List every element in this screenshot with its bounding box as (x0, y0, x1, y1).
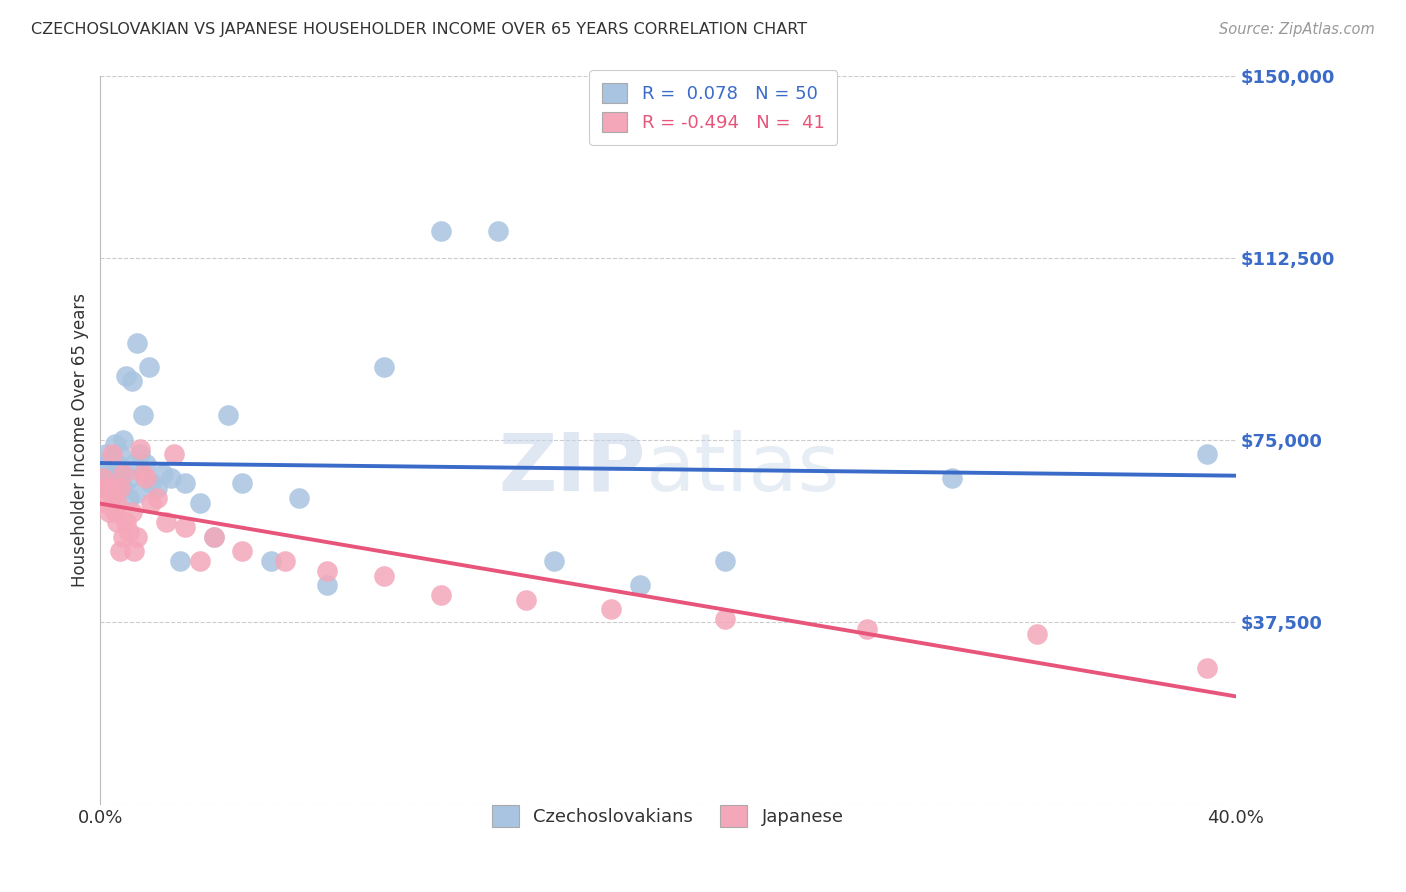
Point (231, 544, 253, 558)
Point (713, 612, 735, 626)
Point (105, 481, 128, 495)
Point (231, 476, 253, 491)
Point (103, 467, 125, 481)
Point (105, 496, 128, 510)
Point (941, 471, 963, 485)
Point (163, 447, 186, 461)
Point (188, 554, 211, 568)
Point (146, 481, 169, 495)
Point (1197, 447, 1219, 461)
Point (94, 481, 117, 495)
Point (100, 447, 122, 461)
Point (110, 481, 132, 495)
Point (91, 471, 114, 485)
Point (100, 476, 122, 491)
Point (288, 491, 311, 505)
Point (373, 359, 395, 374)
Point (100, 491, 122, 505)
Point (430, 224, 453, 238)
Point (112, 433, 135, 447)
Point (124, 457, 146, 471)
Y-axis label: Householder Income Over 65 years: Householder Income Over 65 years (72, 293, 89, 587)
Point (94, 467, 117, 481)
Text: CZECHOSLOVAKIAN VS JAPANESE HOUSEHOLDER INCOME OVER 65 YEARS CORRELATION CHART: CZECHOSLOVAKIAN VS JAPANESE HOUSEHOLDER … (31, 22, 807, 37)
Point (169, 554, 191, 568)
Point (115, 369, 138, 384)
Point (127, 530, 149, 544)
Point (628, 578, 651, 592)
Point (94, 447, 117, 461)
Point (97, 505, 120, 519)
Point (103, 486, 125, 500)
Point (112, 530, 135, 544)
Point (713, 554, 735, 568)
Point (259, 554, 281, 568)
Point (146, 491, 169, 505)
Point (132, 467, 155, 481)
Point (94, 496, 117, 510)
Point (316, 564, 339, 578)
Point (316, 578, 339, 592)
Point (132, 409, 155, 423)
Point (103, 481, 125, 495)
Point (160, 471, 183, 485)
Point (141, 496, 163, 510)
Point (188, 496, 211, 510)
Legend: Czechoslovakians, Japanese: Czechoslovakians, Japanese (485, 798, 851, 835)
Point (118, 491, 141, 505)
Point (118, 524, 141, 539)
Point (129, 447, 152, 461)
Point (135, 457, 157, 471)
Point (174, 476, 197, 491)
Point (97, 481, 120, 495)
Point (115, 515, 138, 529)
Point (174, 520, 197, 534)
Point (373, 568, 395, 582)
Point (105, 457, 128, 471)
Text: atlas: atlas (645, 430, 839, 508)
Point (202, 530, 225, 544)
Point (274, 554, 297, 568)
Point (486, 224, 509, 238)
Point (127, 335, 149, 350)
Point (112, 481, 135, 495)
Point (543, 554, 565, 568)
Point (202, 530, 225, 544)
Point (121, 505, 143, 519)
Point (105, 515, 128, 529)
Point (1025, 626, 1047, 640)
Point (430, 588, 453, 602)
Point (91, 481, 114, 495)
Point (121, 375, 143, 389)
Point (135, 471, 157, 485)
Point (97, 457, 120, 471)
Point (141, 476, 163, 491)
Point (110, 471, 132, 485)
Point (118, 471, 141, 485)
Point (152, 467, 174, 481)
Point (110, 447, 132, 461)
Point (97, 471, 120, 485)
Point (97, 481, 120, 495)
Point (217, 409, 239, 423)
Point (112, 467, 135, 481)
Point (103, 505, 125, 519)
Point (515, 592, 537, 607)
Point (110, 544, 132, 558)
Text: ZIP: ZIP (498, 430, 645, 508)
Point (129, 442, 152, 457)
Point (127, 486, 149, 500)
Point (100, 452, 122, 467)
Point (91, 457, 114, 471)
Point (124, 544, 146, 558)
Point (155, 515, 177, 529)
Point (103, 437, 125, 451)
Point (855, 622, 877, 636)
Point (1197, 661, 1219, 675)
Text: Source: ZipAtlas.com: Source: ZipAtlas.com (1219, 22, 1375, 37)
Point (600, 602, 623, 616)
Point (138, 359, 160, 374)
